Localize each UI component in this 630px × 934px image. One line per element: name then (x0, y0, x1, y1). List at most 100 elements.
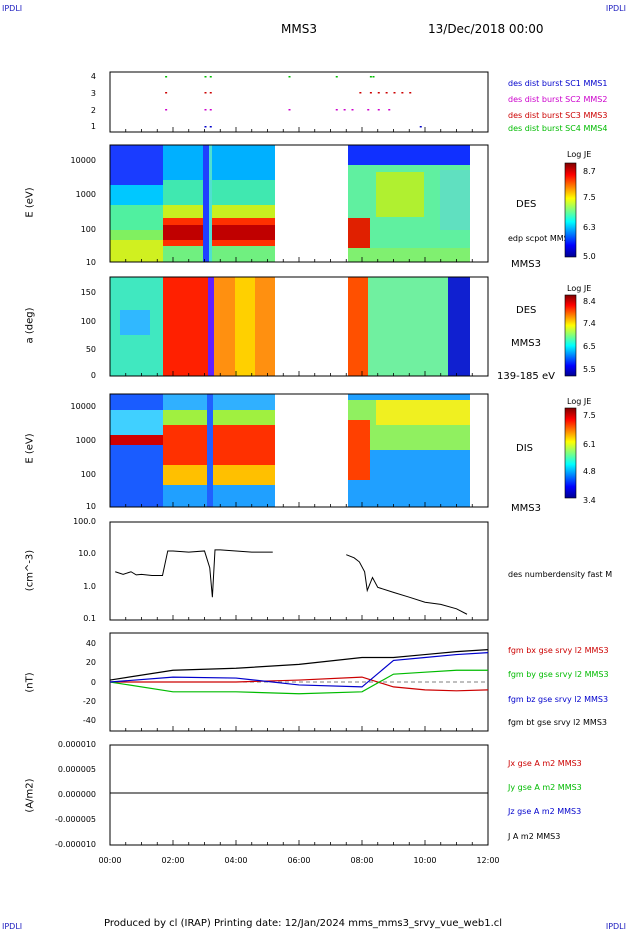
p4-tick: 10 (85, 502, 96, 511)
p7-tick: 0.000005 (57, 765, 96, 774)
burst-mark (419, 126, 422, 128)
time-tick: 04:00 (224, 856, 248, 865)
p2-cbar-tick: 5.0 (583, 252, 596, 261)
p3-cbar-tick: 5.5 (583, 365, 596, 374)
p7-legend-jz: Jz gse A m2 MMS3 (508, 807, 582, 816)
burst-mark (165, 92, 168, 94)
p3-cbar-tick: 7.4 (583, 319, 596, 328)
burst-mark (335, 109, 338, 111)
p6-tick: -40 (82, 716, 96, 725)
burst-mark (204, 76, 207, 78)
burst-mark (288, 109, 291, 111)
burst-mark (369, 92, 372, 94)
p1-legend-sc3: des dist burst SC3 MMS3 (508, 111, 608, 120)
p5-tick: 100.0 (73, 517, 96, 526)
p2-cbar-tick: 8.7 (583, 167, 596, 176)
p2-tick: 1000 (75, 190, 96, 199)
burst-mark (388, 109, 391, 111)
burst-mark (377, 109, 380, 111)
burst-mark (204, 92, 207, 94)
time-tick: 06:00 (287, 856, 311, 865)
p1-tick: 2 (90, 106, 96, 115)
p6-tick: 40 (85, 639, 96, 648)
burst-mark (209, 126, 212, 128)
p2-spectrogram (110, 145, 470, 262)
p7-tick: -0.000010 (54, 840, 96, 849)
time-axis-ticks (109, 127, 489, 845)
p4-spectrogram (110, 394, 470, 507)
spacecraft-title: MMS3 (281, 22, 317, 36)
p6-field-series (109, 649, 489, 695)
burst-mark (335, 76, 338, 78)
p3-tick: 100 (80, 317, 96, 326)
burst-mark (204, 109, 207, 111)
p2-cbar-tick: 6.3 (583, 223, 596, 232)
p2-name: DES (516, 199, 537, 210)
burst-mark (409, 92, 412, 94)
p3-cbar-tick: 8.4 (583, 297, 596, 306)
time-tick: 10:00 (413, 856, 437, 865)
p6-legend-bt: fgm bt gse srvy l2 MMS3 (508, 718, 607, 727)
p5-density-series (115, 549, 468, 615)
p5-tick: 1.0 (83, 582, 96, 591)
time-tick: 00:00 (98, 856, 122, 865)
burst-mark (351, 109, 354, 111)
p3-spectrogram (110, 277, 470, 376)
burst-mark (367, 109, 370, 111)
p6-tick: -20 (82, 697, 96, 706)
p4-sc: MMS3 (511, 503, 541, 514)
p7-legend-j: J A m2 MMS3 (508, 832, 561, 841)
p4-cbar-tick: 4.8 (583, 467, 596, 476)
p3-cbar-title: Log JE (567, 284, 592, 293)
p3-colorbar (564, 294, 577, 377)
burst-mark (165, 109, 168, 111)
field-line (109, 652, 489, 688)
time-tick: 02:00 (161, 856, 185, 865)
p7-tick: -0.000005 (54, 815, 96, 824)
p1-tick: 1 (90, 122, 96, 131)
p3-cbar-tick: 6.5 (583, 342, 596, 351)
corner-label-tr: IPDLI (605, 4, 626, 13)
p2-tick: 100 (80, 225, 96, 234)
p5-tick: 10.0 (78, 549, 96, 558)
p1-marks (165, 76, 422, 128)
p4-tick: 10000 (70, 402, 96, 411)
time-tick: 12:00 (476, 856, 500, 865)
burst-mark (288, 76, 291, 78)
p5-tick: 0.1 (83, 614, 96, 623)
p4-cbar-tick: 7.5 (583, 411, 596, 420)
p4-colorbar (564, 407, 577, 499)
p4-cbar-tick: 6.1 (583, 440, 596, 449)
p2-sc: MMS3 (511, 259, 541, 270)
p7-legend-jy: Jy gse A m2 MMS3 (508, 783, 582, 792)
p3-name: DES (516, 305, 537, 316)
p3-range: 139-185 eV (497, 371, 555, 382)
p2-colorbar (564, 162, 577, 258)
burst-mark (209, 109, 212, 111)
burst-mark (369, 76, 372, 78)
p3-tick: 150 (80, 288, 96, 297)
p1-legend-sc2: des dist burst SC2 MMS2 (508, 95, 608, 104)
burst-mark (343, 109, 346, 111)
p2-tick: 10 (85, 258, 96, 267)
p2-extra: edp scpot MMS3 (508, 234, 574, 243)
p7-tick: 0.000000 (57, 790, 96, 799)
density-line (115, 549, 273, 598)
p2-tick: 10000 (70, 156, 96, 165)
p4-cbar-title: Log JE (567, 397, 592, 406)
p1-tick: 4 (90, 72, 96, 81)
field-line (110, 676, 489, 692)
p4-tick: 100 (80, 470, 96, 479)
p6-legend-bz: fgm bz gse srvy l2 MMS3 (508, 695, 609, 704)
date-title: 13/Dec/2018 00:00 (428, 22, 544, 36)
burst-mark (385, 92, 388, 94)
p2-cbar-tick: 7.5 (583, 193, 596, 202)
burst-mark (204, 126, 207, 128)
p3-tick: 0 (90, 371, 96, 380)
corner-label-br: IPDLI (605, 922, 626, 931)
burst-mark (393, 92, 396, 94)
p6-legend-by: fgm by gse srvy l2 MMS3 (508, 670, 609, 679)
p6-legend-bx: fgm bx gse srvy l2 MMS3 (508, 646, 609, 655)
p3-sc: MMS3 (511, 338, 541, 349)
burst-mark (209, 76, 212, 78)
